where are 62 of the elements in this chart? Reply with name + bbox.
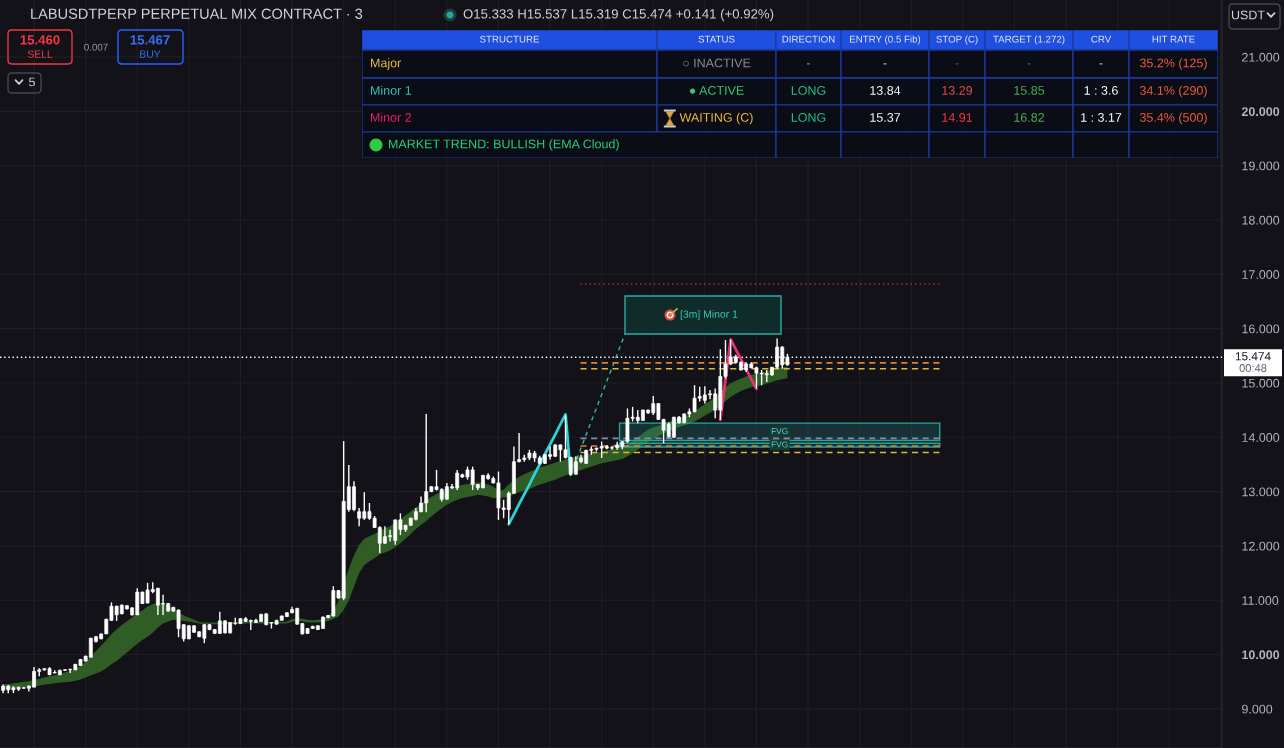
y-tick-label: 12.000 [1242,541,1280,551]
text: 34.1% (290) [1139,85,1207,98]
ref-line-label: 15.474 [1235,352,1271,361]
y-tick-label: 15.000 [1242,378,1280,388]
annotation: ● ACTIVE [689,86,744,95]
text: - [806,63,811,65]
annotation: 5 [29,77,35,87]
line-series [507,413,573,526]
text: 13.29 [942,86,973,95]
y-tick-label: 9.000 [1242,704,1273,714]
text: - [883,63,887,65]
band-label: FVG [771,428,788,435]
annotation: 15.467 [130,35,170,45]
y-tick-label: 10.000 [1242,650,1280,660]
text: CRV [1091,35,1112,43]
text: 35.4% (500) [1139,112,1207,125]
annotation: Minor 1 [371,85,412,95]
y-tick-label: 21.000 [1242,52,1280,62]
y-tick-label: 16.000 [1242,324,1280,334]
text: LONG [791,113,826,122]
text: - [1027,63,1031,65]
y-tick-label: 20.000 [1241,107,1280,117]
annotation: DIRECTION [782,35,835,43]
annotation: Major [371,58,402,70]
y-tick-label: 11.000 [1242,596,1279,605]
chart-title: LABUSDTPERP PERPETUAL MIX CONTRACT · 3 [31,8,363,19]
annotation: STRUCTURE [479,35,540,43]
text: 14.91 [942,113,973,122]
text: 00:48 [1239,364,1267,372]
annotation: 15.460 [20,35,60,45]
y-tick-label: 19.000 [1242,161,1280,171]
y-tick-label: 17.000 [1242,270,1280,279]
candlestick [357,507,362,528]
text: ENTRY (0.5 Fib) [850,35,921,45]
text: STOP (C) [936,35,978,45]
text: 1 : 3.6 [1084,86,1118,95]
text: - [1099,63,1103,65]
text: O15.333 H15.537 L15.319 C15.474 +0.141 (+0.92%) [463,8,774,22]
y-tick-label: 13.000 [1242,487,1280,497]
y-tick-label: 14.000 [1242,433,1280,442]
text: 1 : 3.17 [1081,113,1122,122]
annotation: ○ INACTIVE [683,58,751,68]
text: 16.82 [1014,113,1045,122]
text: 15.37 [870,113,901,122]
annotation: Minor 2 [371,112,412,122]
annotation: BUY [140,50,161,58]
text: HIT RATE [1152,35,1195,43]
annotation: STATUS [698,35,735,43]
text: TARGET (1.272) [993,35,1065,45]
y-tick-label: 18.000 [1242,215,1280,225]
annotation: MARKET TREND: BULLISH (EMA Cloud) [389,139,619,151]
annotation: WAITING (C) [679,112,753,125]
annotation: SELL [27,50,53,58]
annotation: 0.007 [84,43,108,51]
text: 13.84 [870,86,901,95]
band-label: FVG [771,441,788,448]
text: 35.2% (125) [1139,58,1207,70]
text: USDT [1231,10,1265,20]
annotation: [3m] Minor 1 [680,310,738,320]
text: 15.85 [1014,86,1045,95]
text: LONG [791,86,826,95]
text: - [955,63,959,65]
